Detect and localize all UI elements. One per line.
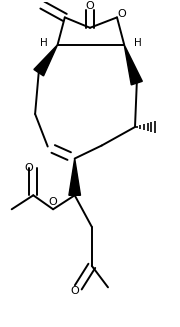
Polygon shape	[124, 45, 142, 85]
Text: H: H	[134, 38, 142, 48]
Text: O: O	[86, 1, 94, 11]
Text: O: O	[24, 163, 33, 173]
Text: O: O	[70, 286, 79, 296]
Text: O: O	[49, 197, 57, 207]
Text: H: H	[40, 38, 48, 48]
Polygon shape	[34, 45, 58, 76]
Text: O: O	[118, 9, 126, 19]
Polygon shape	[69, 159, 80, 195]
